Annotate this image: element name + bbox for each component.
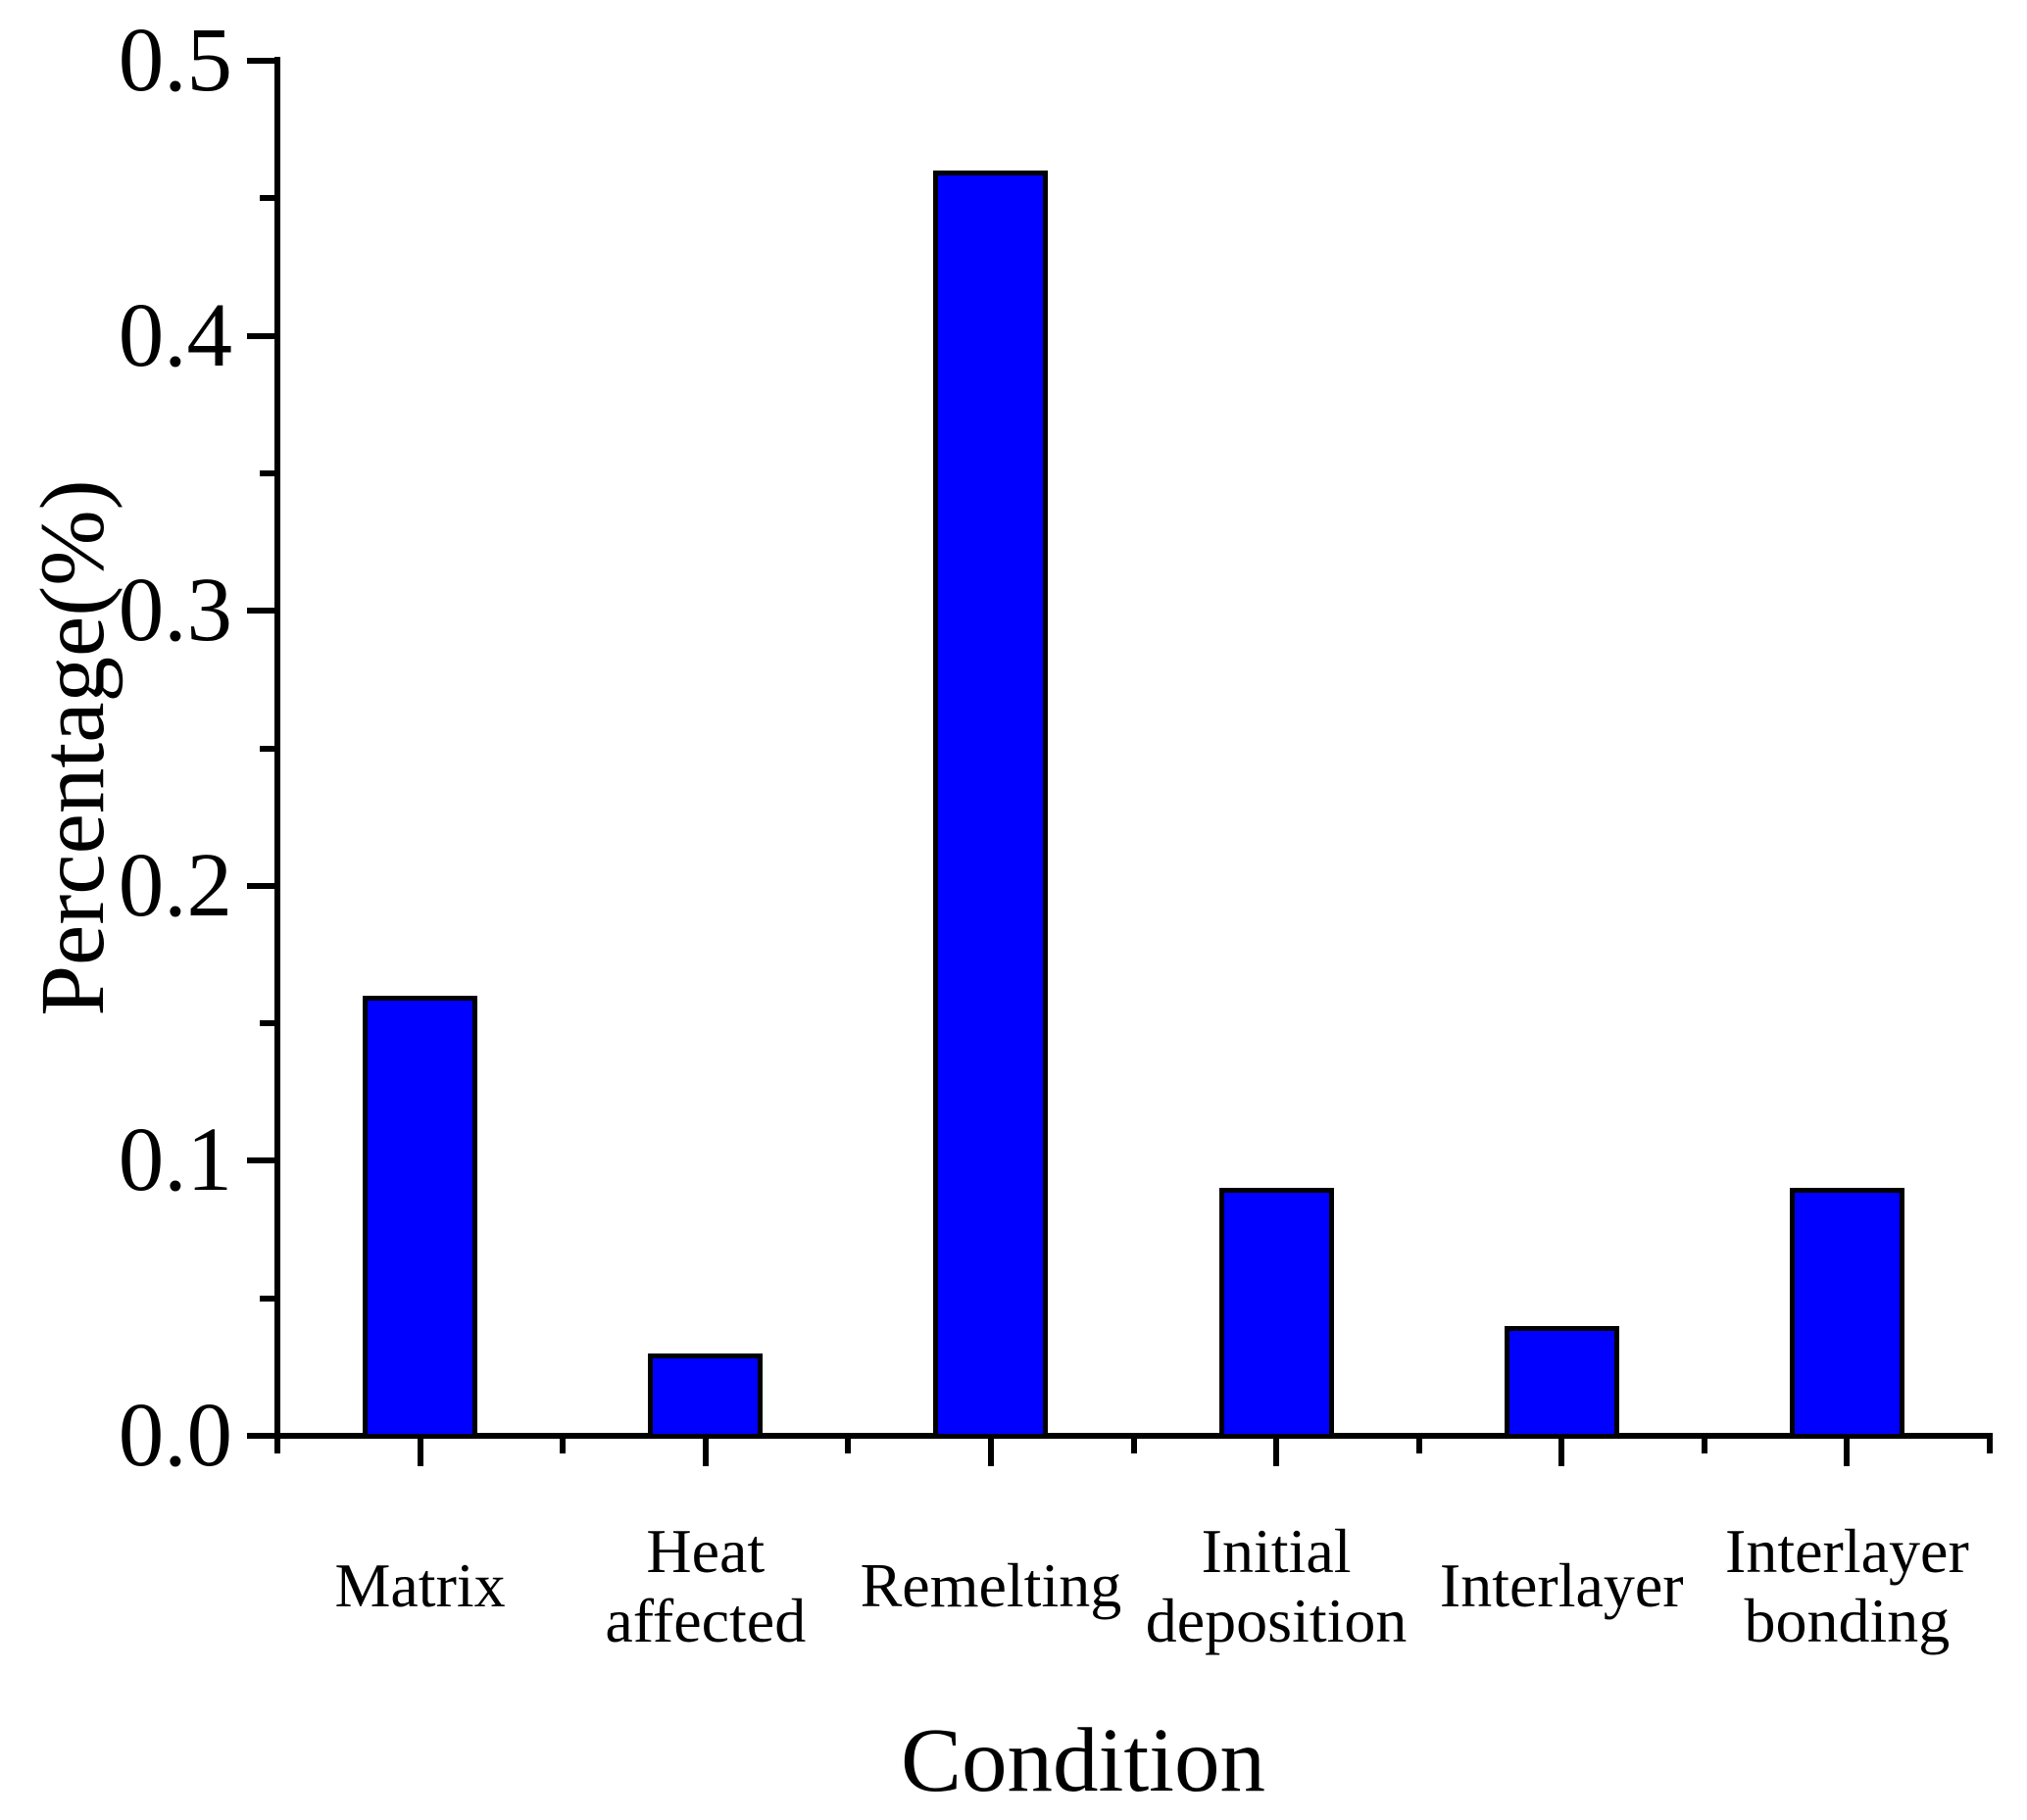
bar-matrix (363, 996, 478, 1439)
x-axis-title: Condition (900, 1710, 1266, 1811)
x-major-tick (1844, 1439, 1851, 1466)
x-major-tick (702, 1439, 709, 1466)
x-tick-label-line: Remelting (860, 1550, 1122, 1620)
x-minor-tick (1415, 1439, 1422, 1453)
x-minor-tick (845, 1439, 852, 1453)
x-tick-label-line: deposition (1145, 1585, 1408, 1655)
bar-interlayer (1504, 1325, 1619, 1439)
x-minor-tick (1130, 1439, 1137, 1453)
y-tick-label: 0.4 (118, 284, 232, 386)
bar-remelting (933, 171, 1049, 1439)
x-tick-label-line: Heat (646, 1515, 766, 1586)
x-tick-label-line: Interlayer (1725, 1515, 1969, 1586)
x-tick-label-line: Initial (1201, 1515, 1352, 1586)
y-tick-label: 0.2 (118, 834, 232, 936)
x-major-tick (417, 1439, 423, 1466)
x-tick-label-line: Matrix (334, 1550, 506, 1620)
bar-initial-deposition (1218, 1188, 1334, 1439)
y-tick-label: 0.0 (118, 1385, 232, 1486)
bar-heat-affected (648, 1353, 764, 1439)
x-tick-label-line: Interlayer (1439, 1550, 1684, 1620)
x-major-tick (987, 1439, 994, 1466)
y-major-tick (247, 608, 274, 615)
x-minor-tick (1987, 1439, 1993, 1453)
x-tick-label-heat-affected: Heat affected (461, 1504, 951, 1666)
y-minor-tick (260, 1295, 274, 1302)
x-tick-label-line: bonding (1744, 1585, 1951, 1655)
y-major-tick (247, 58, 274, 64)
y-minor-tick (260, 195, 274, 202)
x-tick-label-remelting: Remelting (746, 1504, 1236, 1666)
y-major-tick (247, 332, 274, 339)
y-axis-title: Percentage(%) (23, 479, 124, 1016)
y-major-tick (247, 1433, 274, 1439)
x-major-tick (1558, 1439, 1565, 1466)
y-tick-label: 0.5 (118, 10, 232, 111)
x-minor-tick (274, 1439, 280, 1453)
x-tick-label-initial-deposition: Initial deposition (1031, 1504, 1521, 1666)
y-axis-line (274, 57, 280, 1439)
x-tick-label-matrix: Matrix (175, 1504, 666, 1666)
y-minor-tick (260, 469, 274, 476)
x-tick-label-line: affected (605, 1585, 807, 1655)
y-tick-label: 0.3 (118, 560, 232, 662)
y-minor-tick (260, 745, 274, 752)
x-axis-line (274, 1433, 1993, 1439)
x-minor-tick (560, 1439, 567, 1453)
y-minor-tick (260, 1020, 274, 1027)
y-major-tick (247, 882, 274, 889)
x-major-tick (1273, 1439, 1280, 1466)
bar-interlayer-bonding (1789, 1188, 1904, 1439)
x-tick-label-interlayer-bonding: Interlayer bonding (1602, 1504, 2027, 1666)
y-major-tick (247, 1157, 274, 1164)
y-tick-label: 0.1 (118, 1109, 232, 1211)
x-tick-label-interlayer: Interlayer (1316, 1504, 1806, 1666)
x-minor-tick (1701, 1439, 1707, 1453)
